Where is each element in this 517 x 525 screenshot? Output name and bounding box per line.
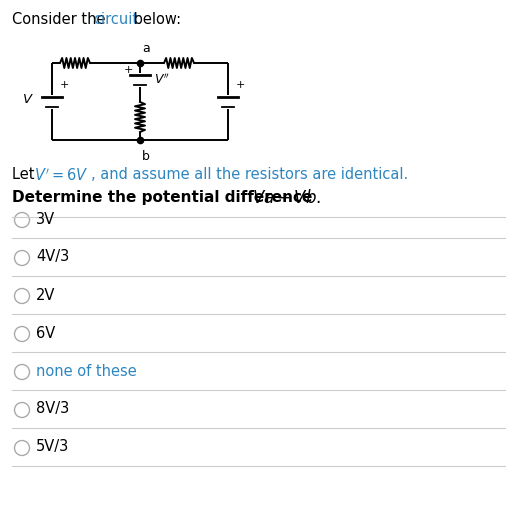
Text: $Va - Vb$.: $Va - Vb$. xyxy=(252,189,322,207)
Text: $V' = 6V$: $V' = 6V$ xyxy=(34,167,88,184)
Text: none of these: none of these xyxy=(36,363,137,379)
Text: b: b xyxy=(142,150,150,163)
Text: below:: below: xyxy=(129,12,181,27)
Text: 2V: 2V xyxy=(36,288,55,302)
Text: Consider the: Consider the xyxy=(12,12,110,27)
Text: $V''$: $V''$ xyxy=(154,73,170,87)
Text: 5V/3: 5V/3 xyxy=(36,439,69,455)
Text: 3V: 3V xyxy=(36,212,55,226)
Text: +: + xyxy=(124,65,133,75)
Text: 8V/3: 8V/3 xyxy=(36,402,69,416)
Text: circuit: circuit xyxy=(93,12,138,27)
Text: Determine the potential difference: Determine the potential difference xyxy=(12,190,317,205)
Text: +: + xyxy=(235,80,245,90)
Text: Let: Let xyxy=(12,167,39,182)
Text: $V$: $V$ xyxy=(22,93,34,106)
Text: , and assume all the resistors are identical.: , and assume all the resistors are ident… xyxy=(91,167,408,182)
Text: a: a xyxy=(142,42,150,55)
Text: 6V: 6V xyxy=(36,326,55,341)
Text: 4V/3: 4V/3 xyxy=(36,249,69,265)
Text: +: + xyxy=(59,80,69,90)
